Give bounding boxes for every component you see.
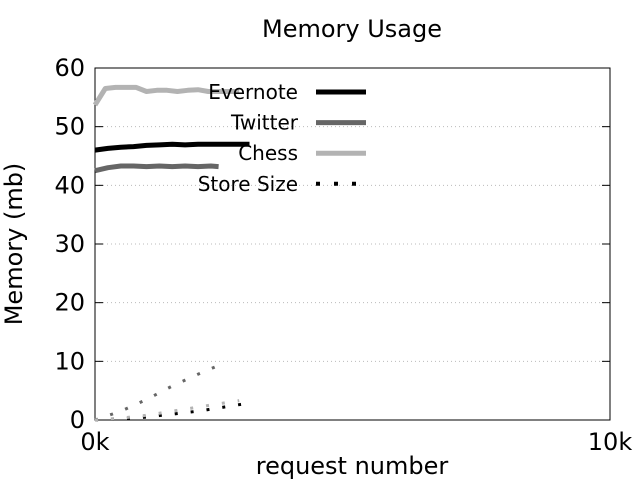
y-tick-label: 50 [54, 113, 85, 141]
series-line-unlabeled-5 [94, 399, 240, 422]
x-axis-label: request number [256, 452, 449, 480]
legend-label-twitter: Twitter [230, 111, 299, 135]
y-tick-label: 40 [54, 171, 85, 199]
series-line-twitter [94, 163, 219, 174]
x-tick-label: 10k [588, 428, 633, 456]
grid-lines [95, 126, 610, 362]
x-tick-label: 0k [80, 428, 109, 456]
legend: Evernote Twitter Chess Store Size [198, 80, 366, 196]
series-line-unlabeled-4 [94, 364, 220, 422]
y-tick-label: 20 [54, 289, 85, 317]
y-axis-label: Memory (mb) [0, 163, 28, 326]
legend-label-chess: Chess [238, 141, 298, 165]
legend-label-store-size: Store Size [198, 172, 298, 196]
y-tick-label: 0 [70, 406, 85, 434]
y-tick-label: 30 [54, 230, 85, 258]
y-tick-label: 10 [54, 347, 85, 375]
series-line-chess [92, 84, 240, 107]
series-layer [92, 84, 250, 422]
axis-ticks: 0 10 20 30 40 50 60 0k 10k [54, 54, 632, 456]
legend-label-evernote: Evernote [208, 80, 298, 104]
y-tick-label: 60 [54, 54, 85, 82]
chart-title: Memory Usage [262, 15, 442, 43]
series-line-evernote [94, 141, 250, 153]
series-line-store-size [94, 401, 250, 422]
